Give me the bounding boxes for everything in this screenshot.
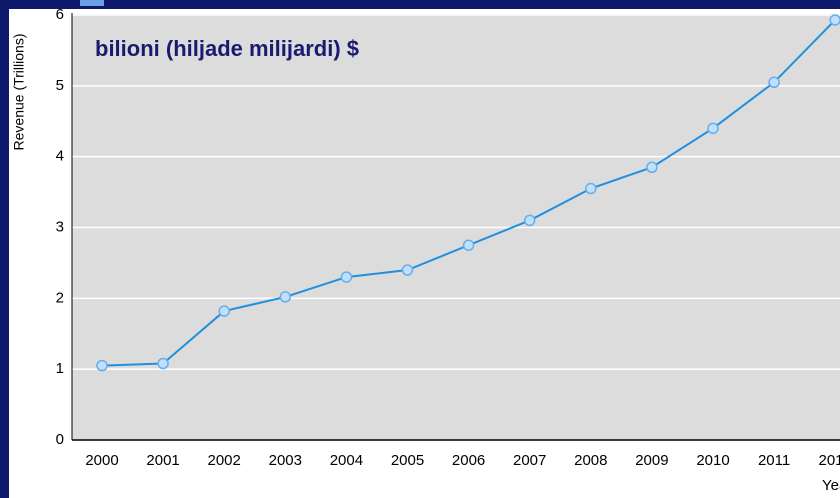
x-axis-label: Year xyxy=(822,477,840,494)
y-tick-label: 2 xyxy=(56,289,64,306)
x-tick-label: 2010 xyxy=(696,452,729,469)
point xyxy=(768,76,780,89)
y-tick-label: 6 xyxy=(56,6,64,23)
point xyxy=(523,214,536,227)
x-tick-label: 2002 xyxy=(208,452,241,469)
point xyxy=(585,182,597,195)
x-tick-label: 2000 xyxy=(85,452,118,469)
point xyxy=(462,239,475,251)
x-tick-label: 2009 xyxy=(635,452,668,469)
x-tick-label: 2003 xyxy=(269,452,302,469)
y-tick-label: 5 xyxy=(56,77,64,94)
point xyxy=(401,264,414,276)
point xyxy=(829,14,840,26)
point xyxy=(279,291,292,303)
x-tick-label: 2012 xyxy=(819,452,840,469)
y-tick-label: 1 xyxy=(56,360,64,377)
y-tick-label: 0 xyxy=(56,431,64,448)
point xyxy=(96,359,108,372)
point xyxy=(340,271,353,283)
left-band xyxy=(0,0,9,498)
point xyxy=(157,357,169,370)
point xyxy=(646,161,658,174)
point xyxy=(707,122,719,135)
x-tick-label: 2004 xyxy=(330,452,363,469)
top-band xyxy=(0,0,840,9)
x-tick-label: 2005 xyxy=(391,452,424,469)
point xyxy=(218,305,230,317)
x-tick-label: 2001 xyxy=(146,452,179,469)
x-tick-label: 2006 xyxy=(452,452,485,469)
decor xyxy=(80,0,104,6)
chart-title: bilioni (hiljade milijardi) $ xyxy=(95,36,359,61)
x-tick-label: 2011 xyxy=(758,452,790,469)
x-tick-label: 2008 xyxy=(574,452,607,469)
y-tick-label: 4 xyxy=(56,148,64,165)
x-tick-label: 2007 xyxy=(513,452,546,469)
y-axis-label: Revenue (Trillions) xyxy=(11,34,27,151)
y-tick-label: 3 xyxy=(56,218,64,235)
